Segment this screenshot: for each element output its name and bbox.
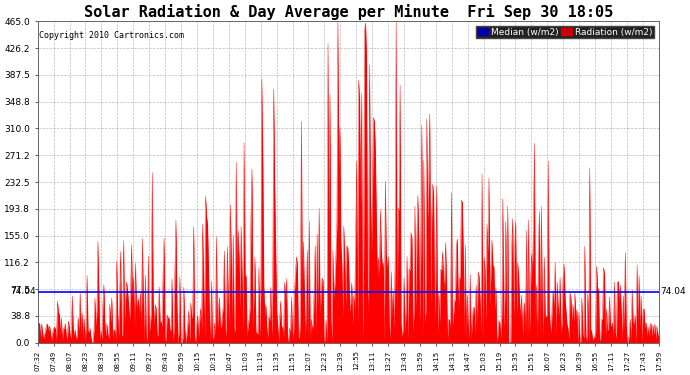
Title: Solar Radiation & Day Average per Minute  Fri Sep 30 18:05: Solar Radiation & Day Average per Minute… [83,4,613,20]
Text: 74.04: 74.04 [660,287,686,296]
Text: 74.04: 74.04 [10,287,37,296]
Text: Copyright 2010 Cartronics.com: Copyright 2010 Cartronics.com [39,31,184,40]
Legend: Median (w/m2), Radiation (w/m2): Median (w/m2), Radiation (w/m2) [476,26,654,39]
